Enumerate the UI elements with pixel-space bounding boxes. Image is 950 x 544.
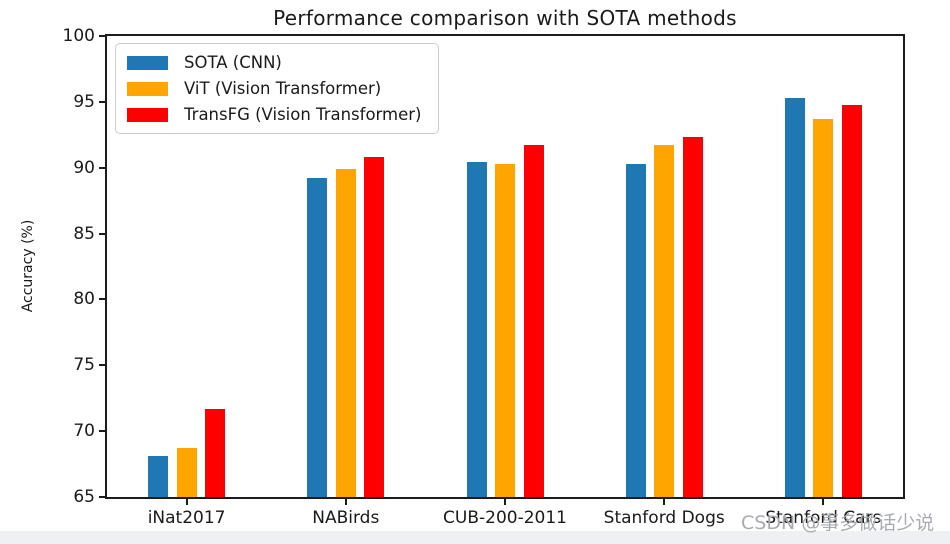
bar: [654, 145, 675, 497]
x-tick-mark: [185, 497, 188, 505]
bar: [784, 97, 805, 497]
y-tick-label: 75: [73, 355, 95, 376]
legend-item: SOTA (CNN): [127, 53, 422, 72]
bar: [466, 162, 487, 497]
plot-area: SOTA (CNN) ViT (Vision Transformer) TransF…: [105, 34, 905, 499]
legend-label: SOTA (CNN): [184, 53, 282, 72]
y-tick-mark: [99, 232, 107, 235]
legend-swatch: [127, 81, 168, 96]
x-tick-mark: [344, 497, 347, 505]
bar: [682, 137, 703, 497]
y-axis-label: Accuracy (%): [20, 219, 36, 313]
y-tick-label: 85: [73, 223, 95, 244]
legend-item: ViT (Vision Transformer): [127, 79, 422, 98]
y-tick-mark: [99, 364, 107, 367]
bar: [205, 408, 226, 497]
y-tick-mark: [99, 100, 107, 103]
csdn-watermark: CSDN @事多做话少说: [741, 512, 935, 534]
bar: [307, 178, 328, 497]
x-tick-label: Stanford Dogs: [603, 508, 725, 528]
bar: [364, 157, 385, 497]
bar: [523, 145, 544, 497]
y-tick-mark: [99, 298, 107, 301]
y-tick-label: 95: [73, 91, 95, 112]
bar: [335, 169, 356, 497]
legend-label: TransFG (Vision Transformer): [184, 105, 422, 124]
y-tick-mark: [99, 496, 107, 498]
x-tick-mark: [504, 497, 506, 505]
bar: [625, 163, 646, 497]
x-tick-label: Stanford Cars: [765, 508, 882, 528]
x-tick-mark: [822, 497, 825, 505]
legend: SOTA (CNN) ViT (Vision Transformer) TransF…: [115, 43, 439, 134]
legend-label: ViT (Vision Transformer): [184, 79, 382, 98]
bar: [176, 448, 197, 497]
x-tick-label: CUB-200-2011: [443, 508, 567, 528]
page-background-strip: [0, 531, 950, 544]
y-tick-label: 100: [62, 26, 95, 46]
x-tick-label: iNat2017: [147, 508, 226, 528]
bar: [813, 118, 834, 497]
y-tick-label: 70: [73, 421, 95, 442]
y-tick-label: 80: [73, 289, 95, 310]
x-tick-mark: [663, 497, 666, 505]
bar: [841, 104, 862, 497]
y-tick-mark: [99, 430, 107, 433]
chart-title: Performance comparison with SOTA methods: [273, 6, 737, 30]
legend-item: TransFG (Vision Transformer): [127, 105, 422, 124]
legend-swatch: [127, 55, 168, 70]
bar: [495, 163, 515, 497]
y-tick-mark: [99, 35, 107, 37]
x-tick-label: NABirds: [312, 508, 380, 528]
bar: [148, 456, 169, 497]
legend-swatch: [127, 107, 168, 122]
y-tick-label: 65: [73, 487, 95, 507]
y-tick-label: 90: [73, 157, 95, 178]
bars-container: [107, 36, 903, 497]
y-tick-mark: [99, 166, 107, 169]
